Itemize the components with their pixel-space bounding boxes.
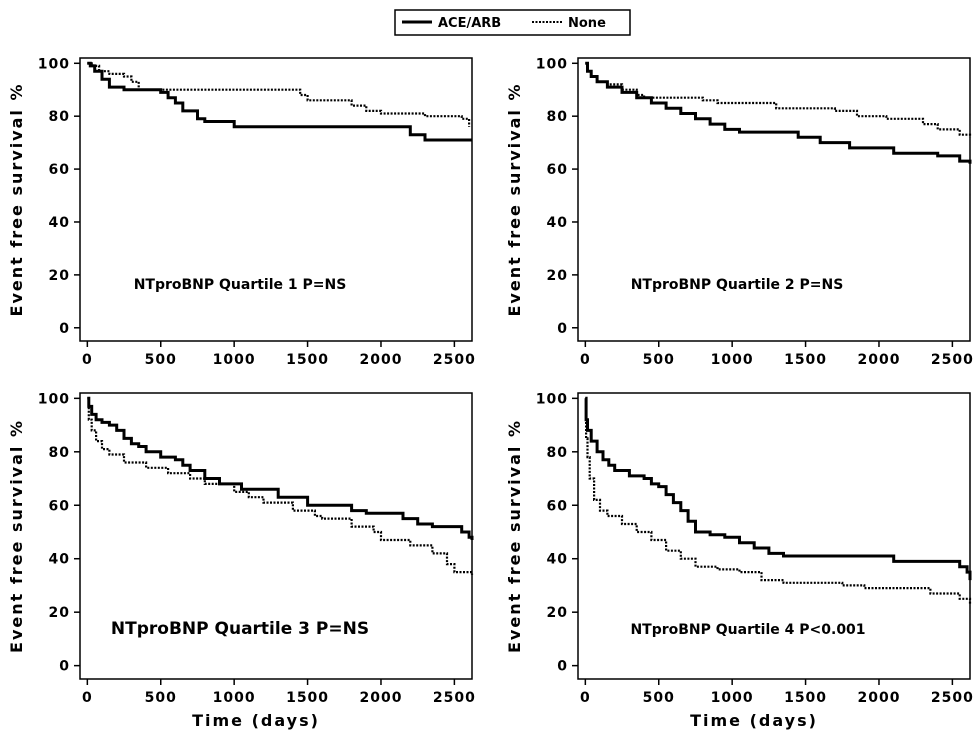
y-tick-label: 20: [49, 268, 70, 284]
x-tick-label: 2000: [857, 690, 900, 706]
y-axis-title: Event free survival %: [7, 419, 26, 653]
y-axis-title: Event free survival %: [7, 83, 26, 317]
x-tick-label: 0: [82, 352, 93, 368]
x-tick-label: 2500: [433, 352, 476, 368]
x-tick-label: 2500: [931, 352, 973, 368]
series-line-ace-arb: [87, 61, 472, 142]
y-tick-label: 40: [49, 215, 70, 231]
y-tick-label: 60: [547, 498, 568, 514]
x-tick-label: 2000: [857, 352, 900, 368]
y-tick-label: 40: [49, 552, 70, 568]
x-tick-label: 500: [643, 352, 675, 368]
y-tick-label: 60: [49, 498, 70, 514]
y-tick-label: 20: [547, 268, 568, 284]
y-tick-label: 0: [557, 659, 568, 675]
y-tick-label: 80: [547, 445, 568, 461]
y-axis-title: Event free survival %: [505, 83, 524, 317]
legend-label-ace-arb: ACE/ARB: [438, 16, 501, 31]
y-tick-label: 100: [536, 391, 568, 407]
y-tick-label: 100: [536, 56, 568, 72]
series-line-ace-arb: [585, 61, 972, 164]
x-tick-label: 1500: [784, 352, 827, 368]
legend-label-none: None: [568, 16, 606, 31]
panel-annotation: NTproBNP Quartile 3 P=NS: [111, 619, 369, 639]
y-tick-label: 80: [547, 109, 568, 125]
y-tick-label: 0: [59, 659, 70, 675]
legend-box: [394, 9, 631, 36]
panel-annotation: NTproBNP Quartile 4 P<0.001: [630, 622, 865, 638]
series-line-ace-arb: [87, 396, 474, 540]
panel-annotation: NTproBNP Quartile 1 P=NS: [134, 277, 347, 293]
y-tick-label: 100: [38, 56, 70, 72]
x-tick-label: 2000: [359, 690, 402, 706]
x-axis-title: Time (days): [192, 711, 320, 730]
series-line-ace-arb: [584, 396, 972, 581]
x-tick-label: 2000: [359, 352, 402, 368]
series-line-none: [585, 62, 972, 138]
x-tick-label: 1000: [213, 690, 256, 706]
x-tick-label: 1000: [711, 352, 754, 368]
y-tick-label: 20: [547, 605, 568, 621]
plot-frame: [79, 57, 473, 342]
x-axis-title: Time (days): [690, 711, 818, 730]
x-tick-label: 2500: [433, 690, 476, 706]
x-tick-label: 1000: [711, 690, 754, 706]
x-tick-label: 1500: [286, 690, 329, 706]
x-tick-label: 500: [145, 352, 177, 368]
series-line-none: [87, 62, 471, 127]
y-tick-label: 60: [49, 162, 70, 178]
x-tick-label: 500: [643, 690, 675, 706]
plot-frame: [577, 57, 971, 342]
y-tick-label: 20: [49, 605, 70, 621]
x-tick-label: 2500: [931, 690, 973, 706]
x-tick-label: 1500: [286, 352, 329, 368]
panel-annotation: NTproBNP Quartile 2 P=NS: [631, 277, 844, 293]
y-tick-label: 40: [547, 552, 568, 568]
x-tick-label: 0: [580, 352, 591, 368]
y-tick-label: 0: [59, 321, 70, 337]
series-line-none: [585, 397, 972, 605]
x-tick-label: 1500: [784, 690, 827, 706]
y-axis-title: Event free survival %: [505, 419, 524, 653]
x-tick-label: 500: [145, 690, 177, 706]
y-tick-label: 0: [557, 321, 568, 337]
series-line-none: [87, 397, 474, 575]
x-tick-label: 0: [580, 690, 591, 706]
y-tick-label: 80: [49, 445, 70, 461]
x-tick-label: 0: [82, 690, 93, 706]
x-tick-label: 1000: [213, 352, 256, 368]
y-tick-label: 60: [547, 162, 568, 178]
legend: ACE/ARB None: [394, 9, 631, 36]
y-tick-label: 40: [547, 215, 568, 231]
y-tick-label: 80: [49, 109, 70, 125]
y-tick-label: 100: [38, 391, 70, 407]
plot-frame: [577, 392, 971, 680]
